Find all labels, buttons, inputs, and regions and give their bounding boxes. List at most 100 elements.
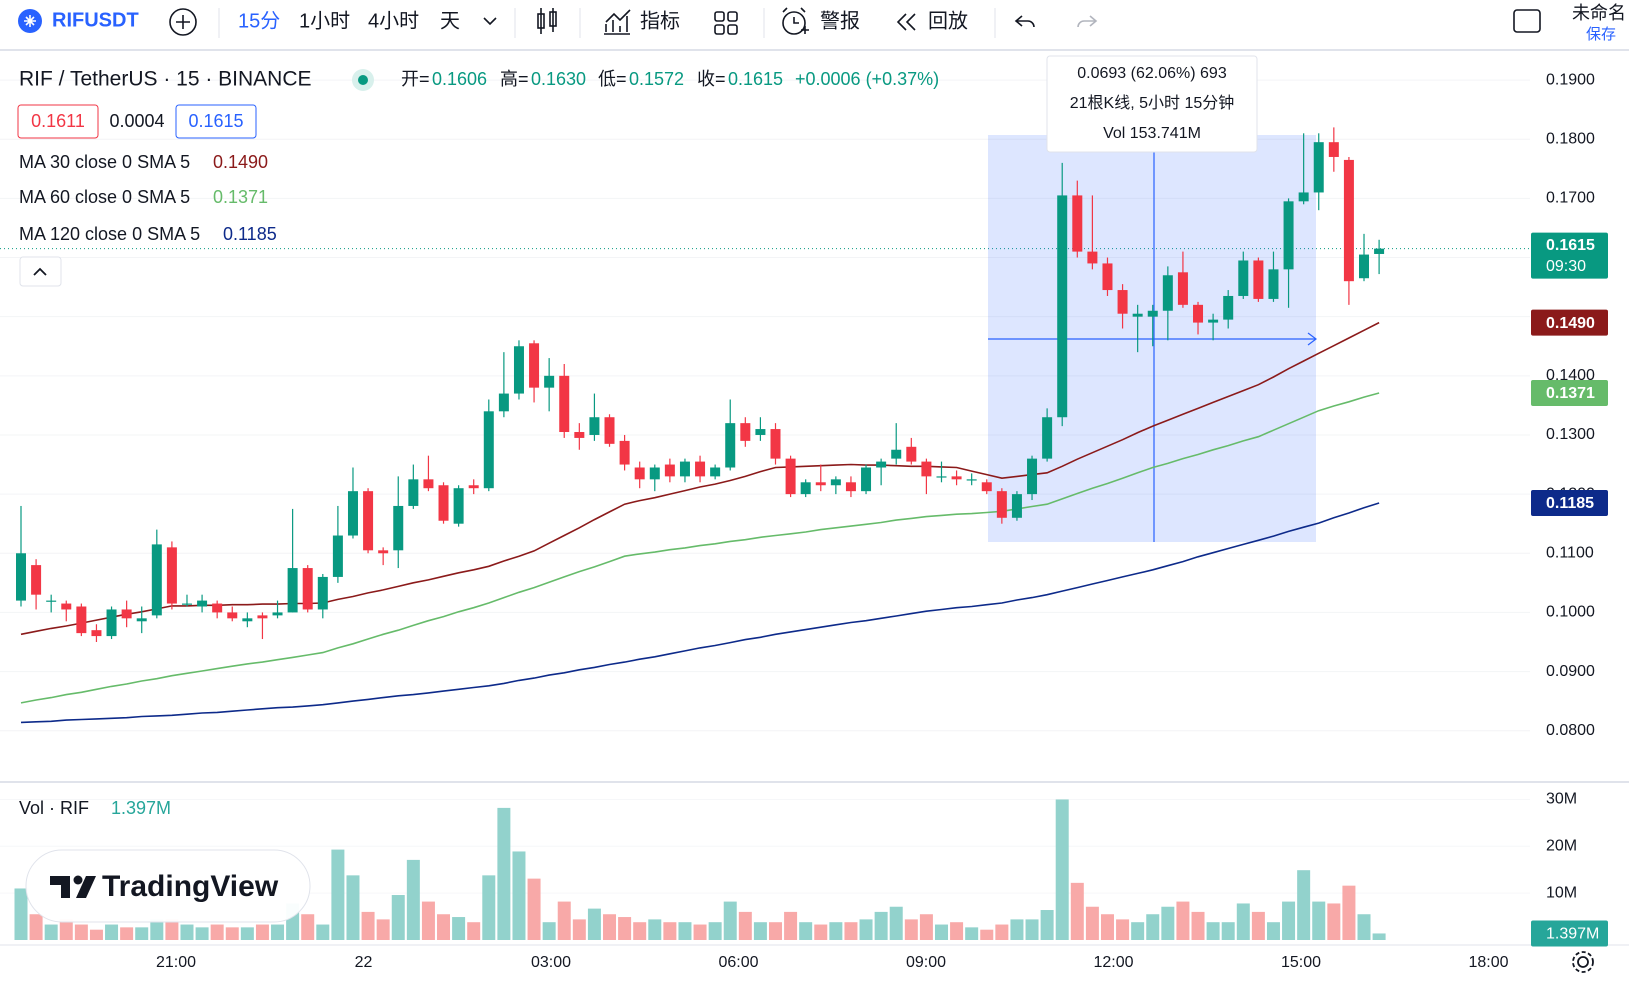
alert-icon[interactable] — [782, 7, 809, 35]
price-axis: 0.19000.18000.17000.16000.15000.14000.13… — [156, 71, 1608, 971]
indicators-button[interactable]: 指标 — [640, 9, 680, 32]
x-tick-label: 22 — [355, 954, 373, 971]
candle-body — [710, 467, 721, 477]
candle-body — [770, 429, 781, 459]
interval-button[interactable]: 4小时 — [368, 9, 419, 32]
volume-bar — [1357, 914, 1371, 940]
volume-bar — [421, 901, 435, 940]
volume-bar — [693, 924, 707, 940]
volume-bar — [1372, 933, 1386, 940]
layout-name[interactable]: 未命名 — [1572, 3, 1626, 23]
volume-title: Vol · RIF — [19, 798, 89, 818]
volume-bar — [14, 888, 28, 940]
ma-legend: MA 30 close 0 SMA 5 0.1490 MA 60 close 0 S… — [19, 152, 277, 244]
chart-type-icon[interactable] — [537, 8, 557, 34]
ma-name: MA 120 close 0 SMA 5 — [19, 224, 200, 244]
volume-bar — [844, 922, 858, 940]
volume-bar — [678, 922, 692, 940]
volume-bar — [859, 919, 873, 940]
candle-body — [1117, 290, 1128, 314]
volume-bar — [1040, 910, 1054, 940]
candle-body — [1208, 319, 1219, 323]
candle-body — [966, 479, 977, 481]
x-tick-label: 18:00 — [1468, 954, 1508, 971]
volume-bar — [1282, 901, 1296, 940]
volume-bar — [663, 922, 677, 940]
add-symbol-glyph — [176, 15, 190, 29]
ohlc-change: +0.0006 (+0.37%) — [795, 69, 939, 89]
candle-body — [664, 464, 675, 477]
candle-body — [1102, 263, 1113, 291]
candle-body — [891, 449, 902, 459]
volume-bar — [542, 922, 556, 940]
last-price-label: 0.1615 — [1546, 237, 1595, 254]
interval-button[interactable]: 1小时 — [299, 9, 350, 32]
fullscreen-icon[interactable] — [1513, 9, 1541, 33]
volume-bar — [1055, 799, 1069, 940]
spread: 0.0004 — [109, 111, 164, 131]
candle-body — [679, 461, 690, 477]
symbol[interactable]: RIFUSDT — [52, 9, 139, 31]
candle-body — [559, 375, 570, 433]
layout-icon[interactable] — [714, 11, 738, 35]
volume-bar — [814, 924, 828, 940]
candle-body — [1328, 142, 1339, 157]
collapse-icon — [33, 267, 47, 276]
bid-box[interactable] — [17, 104, 99, 139]
volume-bar — [934, 924, 948, 940]
ohlc-label: 收= — [697, 69, 726, 89]
watermark-text: TradingView — [102, 870, 279, 903]
volume-bar — [1191, 911, 1205, 940]
candle-body — [589, 417, 600, 435]
candle-body — [921, 461, 932, 477]
ohlc-label: 高= — [500, 69, 529, 89]
candle-body — [1253, 260, 1264, 299]
volume-bar — [391, 895, 405, 940]
volume-bar — [769, 922, 782, 940]
replay-button[interactable]: 回放 — [928, 9, 968, 32]
volume-bar — [557, 901, 571, 940]
candle-body — [181, 603, 192, 605]
candle-body — [996, 491, 1007, 518]
volume-bar — [1221, 922, 1235, 940]
candle-body — [649, 467, 660, 480]
volume-bar — [240, 927, 254, 940]
candle-body — [619, 440, 630, 465]
indicators-icon[interactable] — [604, 9, 631, 35]
chart-title: RIF / TetherUS · 15 · BINANCE — [19, 68, 312, 91]
ask-box[interactable] — [175, 104, 257, 139]
save-button[interactable]: 保存 — [1586, 26, 1616, 43]
candle-body — [574, 432, 585, 438]
volume-bar — [1085, 906, 1099, 940]
candle-body — [1313, 142, 1324, 193]
x-tick-label: 12:00 — [1093, 954, 1133, 971]
interval-button[interactable]: 天 — [440, 10, 460, 32]
ohlc-value: 0.1606 — [432, 69, 487, 89]
candle-body — [498, 393, 509, 412]
interval-dropdown[interactable] — [483, 17, 497, 26]
volume-bar — [919, 914, 933, 940]
interval-button[interactable]: 15分 — [238, 9, 280, 32]
volume-bar — [1327, 903, 1341, 940]
candle-body — [287, 568, 298, 613]
redo-icon[interactable] — [1077, 15, 1098, 28]
candle-body — [906, 446, 917, 462]
volume-bar — [225, 927, 239, 940]
candle-body — [242, 618, 253, 622]
undo-icon[interactable] — [1014, 15, 1035, 28]
collapse-legend-button[interactable] — [19, 256, 62, 287]
settings-icon[interactable] — [1572, 951, 1594, 973]
measure-tooltip: 0.0693 (62.06%) 693 21根K线, 5小时 15分钟 Vol … — [1046, 55, 1258, 153]
volume-bar — [980, 929, 994, 940]
volume-bar — [829, 922, 843, 940]
volume-tick-label: 20M — [1546, 838, 1577, 855]
volume-bar — [165, 919, 179, 940]
candle-body — [951, 476, 962, 480]
candle-body — [1027, 458, 1038, 495]
add-symbol-icon[interactable] — [169, 8, 197, 36]
replay-icon[interactable] — [896, 13, 916, 31]
alert-button[interactable]: 警报 — [820, 9, 860, 32]
logo-part — [76, 876, 96, 898]
y-tick-label: 0.0900 — [1546, 663, 1595, 680]
